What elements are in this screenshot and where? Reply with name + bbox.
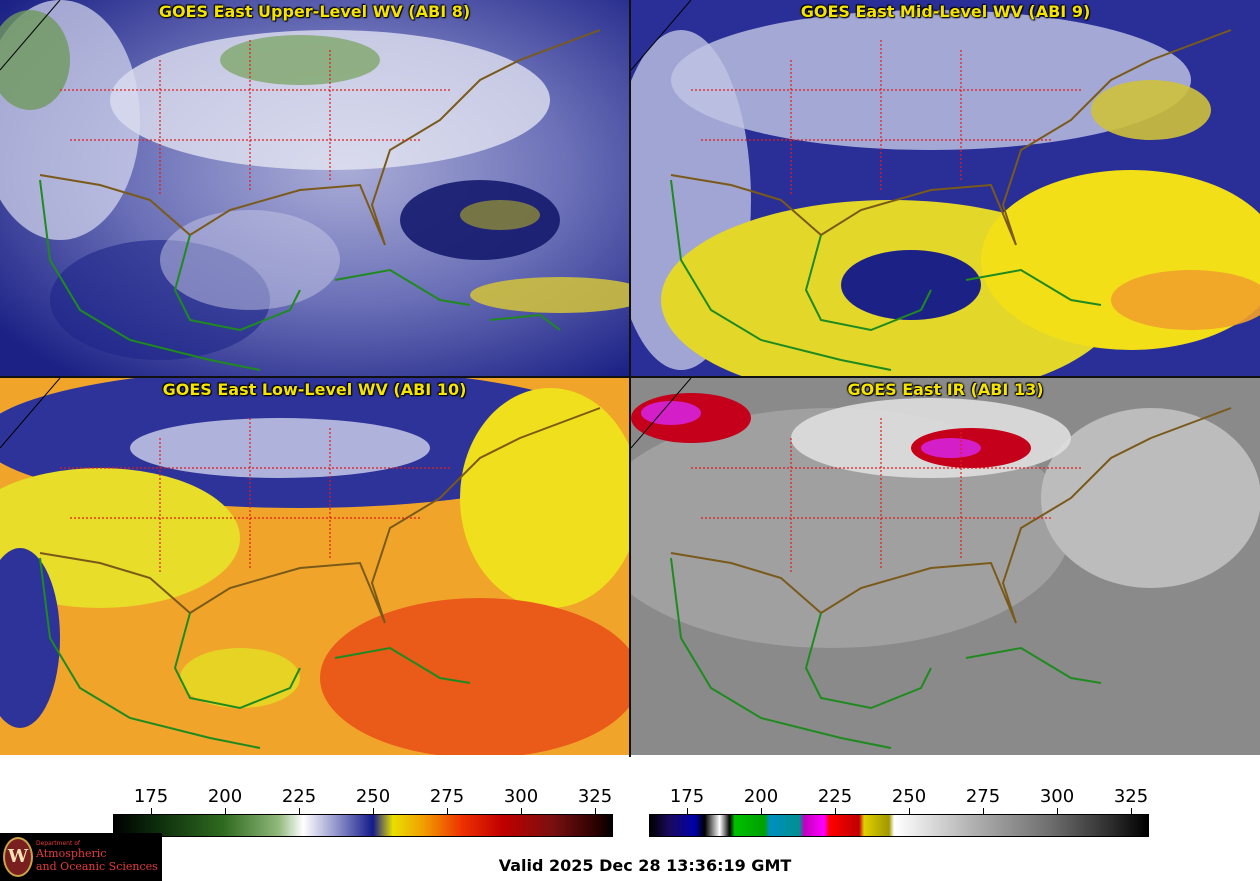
colorbar-2-tick-label: 300 [1039, 786, 1075, 807]
colorbar-1-tick-label: 275 [429, 786, 465, 807]
geo-lines [670, 29, 1232, 371]
colorbar-2-tick-label: 200 [743, 786, 779, 807]
university-seal-icon: W [3, 837, 33, 877]
colorbar-1-tick-mark [225, 808, 226, 814]
colorbar-2-tick-mark [687, 808, 688, 814]
panel-divider-horizontal [0, 376, 1260, 378]
geo-lines [39, 29, 601, 371]
colorbar-1-tick-label: 225 [281, 786, 317, 807]
colorbar-1-tick-label: 175 [133, 786, 169, 807]
colorbar-1-tick-label: 300 [503, 786, 539, 807]
panel-low-level-wv: GOES East Low-Level WV (ABI 10) [0, 378, 629, 755]
logo-line-2: and Oceanic Sciences [36, 860, 158, 873]
map-low-level-wv [0, 378, 629, 755]
colorbar-2-tick-mark [761, 808, 762, 814]
colorbar-2-tick-label: 250 [891, 786, 927, 807]
colorbar-water-vapor [113, 814, 613, 837]
colorbar-2-tick-label: 275 [965, 786, 1001, 807]
map-mid-level-wv [631, 0, 1260, 377]
colorbar-1-tick-mark [373, 808, 374, 814]
panel-title: GOES East IR (ABI 13) [847, 380, 1044, 399]
geo-lines [670, 407, 1232, 749]
colorbar-1-tick-label: 250 [355, 786, 391, 807]
colorbar-1-tick-mark [595, 808, 596, 814]
colorbar-ir [649, 814, 1149, 837]
logo-line-1: Atmospheric [36, 847, 107, 860]
panel-ir: GOES East IR (ABI 13) [631, 378, 1260, 755]
colorbar-2-tick-label: 325 [1113, 786, 1149, 807]
colorbar-2-tick-label: 225 [817, 786, 853, 807]
colorbar-2-tick-mark [909, 808, 910, 814]
panel-title: GOES East Low-Level WV (ABI 10) [162, 380, 467, 399]
geo-lines [39, 407, 601, 749]
colorbar-1-tick-mark [447, 808, 448, 814]
colorbar-1-tick-mark [299, 808, 300, 814]
colorbar-1-tick-label: 200 [207, 786, 243, 807]
aos-logo[interactable]: W Department of Atmospheric and Oceanic … [0, 833, 162, 881]
colorbar-2-tick-mark [983, 808, 984, 814]
map-ir [631, 378, 1260, 755]
panel-title: GOES East Upper-Level WV (ABI 8) [158, 2, 471, 21]
map-upper-level-wv [0, 0, 629, 377]
colorbar-2-tick-mark [1131, 808, 1132, 814]
panel-upper-level-wv: GOES East Upper-Level WV (ABI 8) [0, 0, 629, 377]
panel-title: GOES East Mid-Level WV (ABI 9) [800, 2, 1091, 21]
valid-timestamp: Valid 2025 Dec 28 13:36:19 GMT [498, 856, 792, 875]
colorbar-1-tick-mark [521, 808, 522, 814]
panel-divider-vertical [629, 0, 631, 757]
colorbar-2-tick-mark [1057, 808, 1058, 814]
logo-department-text: Department of [36, 840, 80, 847]
colorbar-1-tick-label: 325 [577, 786, 613, 807]
panel-mid-level-wv: GOES East Mid-Level WV (ABI 9) [631, 0, 1260, 377]
colorbar-1-tick-mark [151, 808, 152, 814]
colorbar-2-tick-mark [835, 808, 836, 814]
colorbar-2-tick-label: 175 [669, 786, 705, 807]
